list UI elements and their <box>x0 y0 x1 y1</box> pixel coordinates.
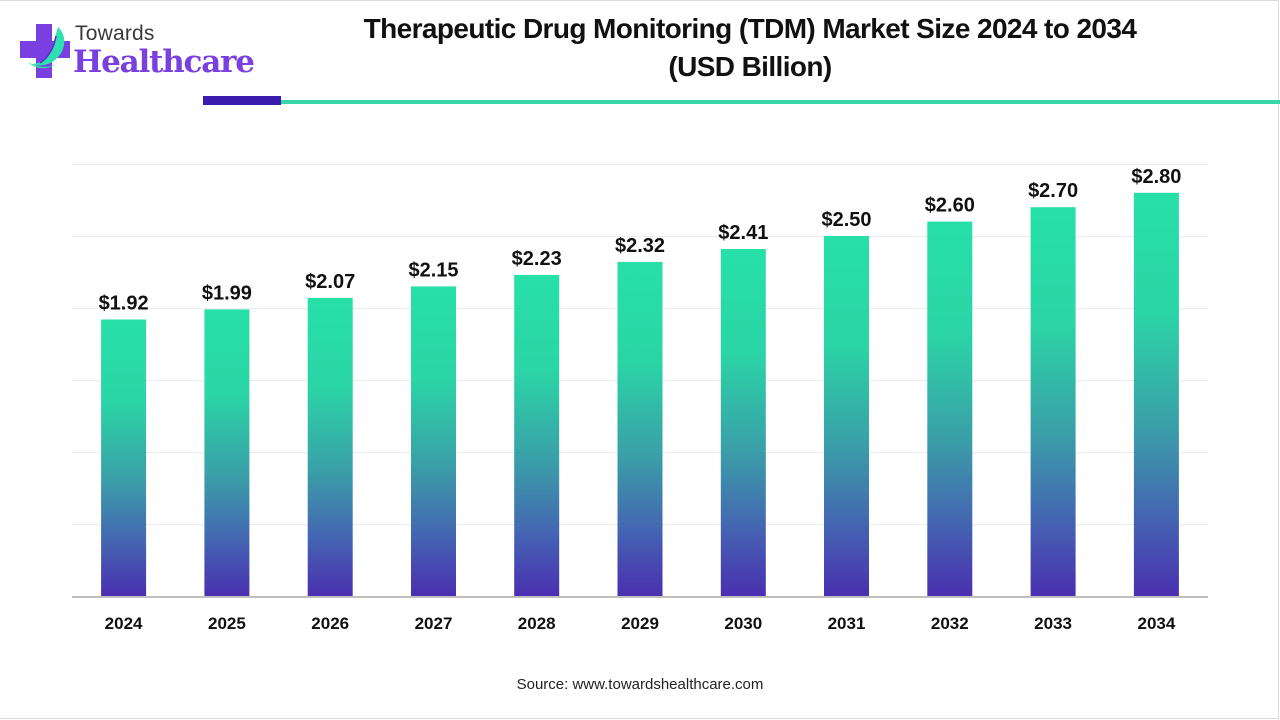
title-underline <box>281 100 1280 104</box>
bar-2032 <box>927 221 973 596</box>
data-label-2030: $2.41 <box>718 222 768 244</box>
data-label-2028: $2.23 <box>512 248 562 270</box>
bar-2029 <box>617 261 663 596</box>
x-tick-label-2034: 2034 <box>1137 614 1175 633</box>
x-tick-label-2031: 2031 <box>828 614 866 633</box>
chart-title-line2: (USD Billion) <box>668 51 832 82</box>
x-tick-label-2033: 2033 <box>1034 614 1072 633</box>
bar-2033 <box>1030 207 1076 596</box>
data-label-2027: $2.15 <box>408 259 458 281</box>
x-tick-label-2024: 2024 <box>105 614 143 633</box>
bar-2027 <box>411 286 456 596</box>
x-tick-label-2030: 2030 <box>724 614 762 633</box>
bar-2026 <box>307 297 353 596</box>
medical-cross-leaf-icon <box>20 24 70 78</box>
x-tick-labels: 2024 2025 2026 2027 2028 2029 2030 2031 2032 2033… <box>105 614 1176 633</box>
x-tick-label-2027: 2027 <box>415 614 453 633</box>
data-label-2026: $2.07 <box>305 271 355 293</box>
chart-title-line1: Therapeutic Drug Monitoring (TDM) Market… <box>363 13 1137 44</box>
x-tick-label-2025: 2025 <box>208 614 246 633</box>
x-tick-label-2032: 2032 <box>931 614 969 633</box>
bar-2025 <box>204 309 250 596</box>
source-note: Source: www.towardshealthcare.com <box>516 676 764 693</box>
data-label-2034: $2.80 <box>1131 166 1181 188</box>
x-tick-label-2026: 2026 <box>311 614 349 633</box>
bar-2028 <box>514 274 560 596</box>
brand-name-bottom: Healthcare <box>73 44 255 80</box>
x-tick-label-2028: 2028 <box>518 614 556 633</box>
x-tick-label-2029: 2029 <box>621 614 659 633</box>
data-label-2031: $2.50 <box>821 209 871 231</box>
data-label-2024: $1.92 <box>99 293 149 315</box>
bar-2031 <box>824 236 869 596</box>
brand-name-top: Towards <box>75 22 155 45</box>
data-label-2033: $2.70 <box>1028 180 1078 202</box>
bars <box>101 192 1179 597</box>
title-accent-bar <box>203 96 281 105</box>
data-labels: $1.92 $1.99 $2.07 $2.15 $2.23 $2.32 $2.41 $2.50… <box>99 166 1182 315</box>
brand-logo: Towards Healthcare <box>20 22 255 82</box>
bar-2024 <box>101 319 147 596</box>
data-label-2025: $1.99 <box>202 282 252 304</box>
bar-2030 <box>720 249 766 596</box>
chart-title: Therapeutic Drug Monitoring (TDM) Market… <box>290 10 1210 86</box>
data-label-2032: $2.60 <box>925 195 975 217</box>
data-label-2029: $2.32 <box>615 235 665 257</box>
bar-2034 <box>1133 192 1179 597</box>
